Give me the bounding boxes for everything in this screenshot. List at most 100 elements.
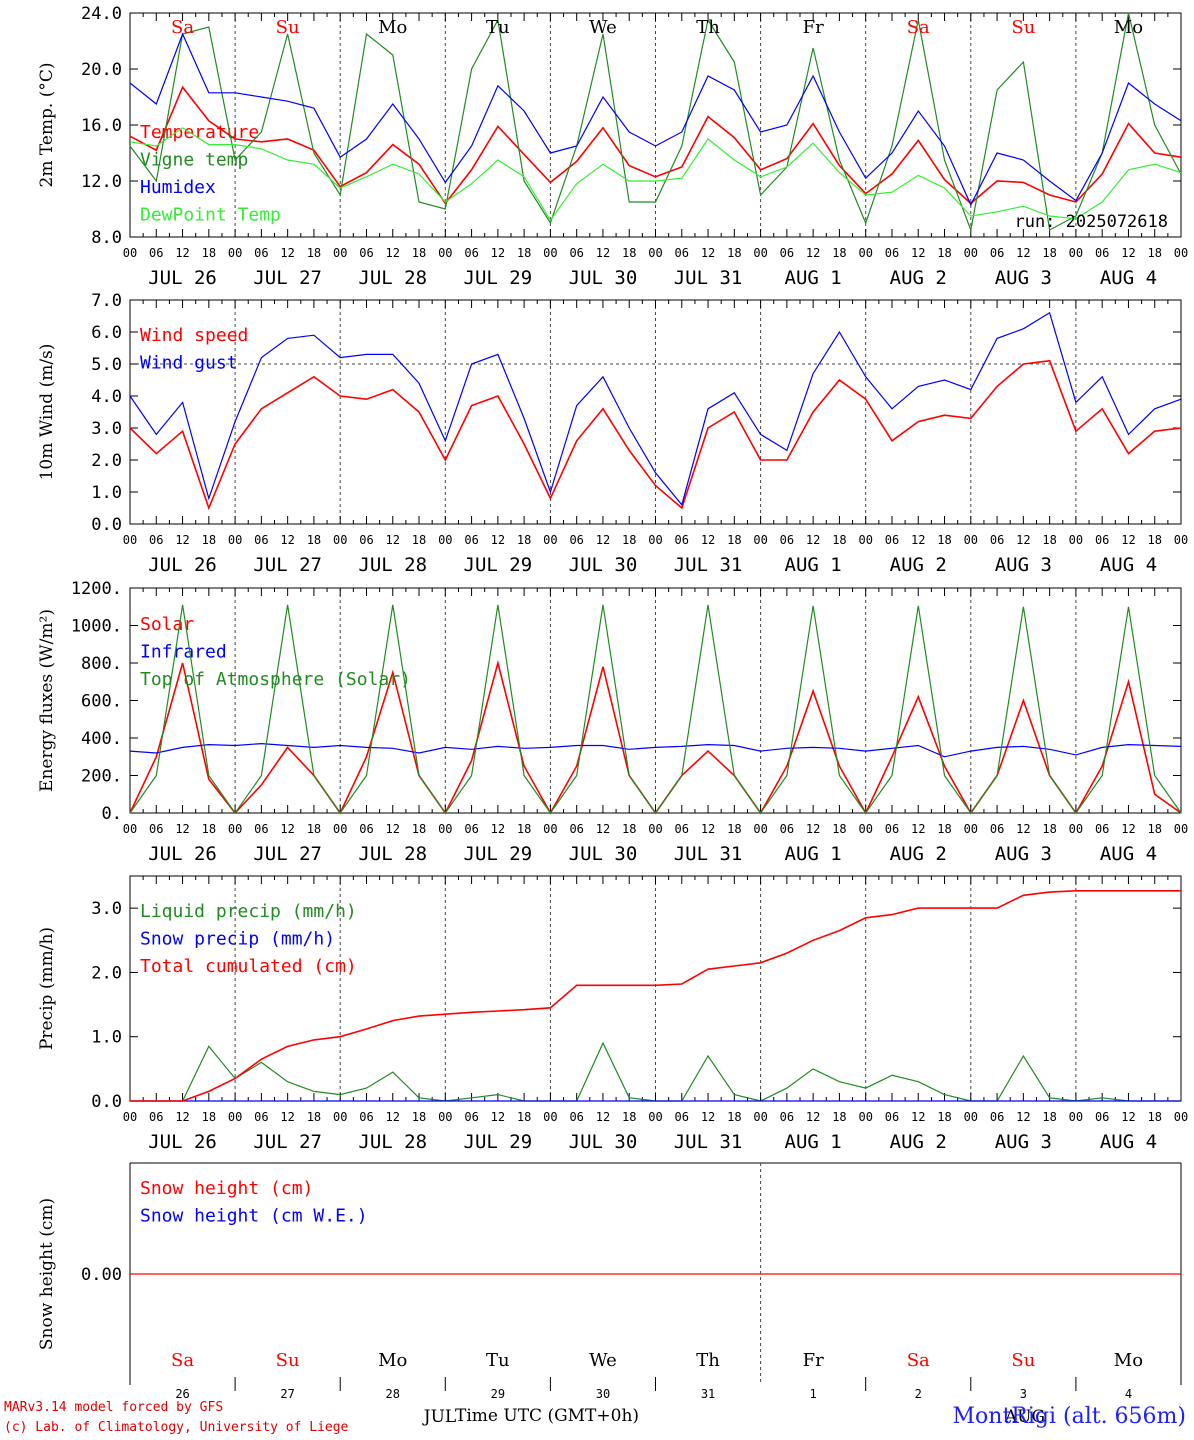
hour-label: 00 [753,246,767,260]
hour-label: 00 [858,822,872,836]
date-label: JUL 26 [148,843,217,865]
y-tick-label: 200. [81,767,122,787]
hour-label: 00 [1069,1110,1083,1124]
snow-y-axis-title: Snow height (cm) [37,1198,57,1350]
hour-label: 00 [648,822,662,836]
hour-label: 12 [491,822,505,836]
date-label: JUL 28 [358,554,427,576]
wind-series-1 [129,311,1182,507]
hour-label: 12 [701,822,715,836]
hour-label: 12 [911,1110,925,1124]
weekday-label-top: Sa [171,17,194,38]
hour-label: 00 [964,822,978,836]
hour-label: 12 [1016,533,1030,547]
date-label: AUG 4 [1100,267,1157,289]
day-number-label: 27 [280,1387,294,1401]
hour-label: 18 [622,246,636,260]
wind-series-0 [129,359,1182,511]
weekday-label-top: Fr [803,17,824,38]
date-label: JUL 31 [674,843,743,865]
hour-label: 18 [1147,246,1161,260]
day-number-label: 3 [1020,1387,1027,1401]
hour-label: 06 [780,1110,794,1124]
temperature-legend-3: DewPoint Temp [140,205,281,226]
hour-label: 06 [885,533,899,547]
hour-label: 06 [675,533,689,547]
precip-y-axis-title: Precip (mm/h) [37,927,57,1050]
hour-label: 06 [780,822,794,836]
y-tick-label: 1.0 [91,483,122,503]
hour-label: 18 [622,1110,636,1124]
hour-label: 00 [123,533,137,547]
temperature-legend-0: Temperature [140,122,259,143]
hour-label: 06 [359,533,373,547]
hour-label: 00 [333,533,347,547]
hour-label: 12 [596,1110,610,1124]
weekday-label-top: Mo [1114,17,1143,38]
hour-label: 06 [254,822,268,836]
hour-label: 00 [1174,246,1188,260]
hour-label: 12 [491,1110,505,1124]
date-label: JUL 29 [464,267,533,289]
hour-label: 18 [832,246,846,260]
hour-label: 18 [727,533,741,547]
hour-label: 06 [780,533,794,547]
weekday-label-bottom: Tu [486,1350,510,1371]
hour-label: 06 [675,822,689,836]
date-label: JUL 31 [674,554,743,576]
hour-label: 00 [1174,533,1188,547]
date-label: JUL 27 [253,554,322,576]
hour-label: 18 [937,822,951,836]
hour-label: 00 [123,822,137,836]
hour-label: 18 [412,822,426,836]
hour-label: 12 [806,533,820,547]
hour-label: 12 [175,1110,189,1124]
precip-legend-1: Snow precip (mm/h) [140,929,335,950]
hour-label: 06 [569,1110,583,1124]
wind-legend-1: Wind gust [140,353,238,374]
hour-label: 18 [202,1110,216,1124]
hour-label: 06 [149,822,163,836]
hour-label: 18 [832,533,846,547]
date-label: AUG 2 [890,843,947,865]
precip-legend-2: Total cumulated (cm) [140,956,357,977]
hour-label: 06 [254,533,268,547]
y-tick-label: 0.0 [91,515,122,535]
day-number-label: 30 [596,1387,610,1401]
hour-label: 12 [806,1110,820,1124]
hour-label: 18 [517,822,531,836]
hour-label: 18 [1042,1110,1056,1124]
hour-label: 00 [543,246,557,260]
day-number-label: 28 [386,1387,400,1401]
hour-label: 12 [911,533,925,547]
date-label: AUG 3 [995,554,1052,576]
date-label: JUL 31 [674,267,743,289]
hour-label: 06 [675,246,689,260]
hour-label: 06 [569,822,583,836]
hour-label: 06 [1095,822,1109,836]
date-label: AUG 2 [890,267,947,289]
hour-label: 00 [228,822,242,836]
hour-label: 06 [990,1110,1004,1124]
y-tick-label: 1.0 [91,1028,122,1048]
y-tick-label: 24.0 [81,4,122,24]
energy-series-1 [129,742,1182,758]
hour-label: 18 [202,822,216,836]
date-label: JUL 31 [674,1131,743,1153]
date-label: JUL 28 [358,1131,427,1153]
hour-label: 18 [307,1110,321,1124]
hour-label: 00 [123,1110,137,1124]
y-tick-label: 2.0 [91,451,122,471]
date-label: AUG 4 [1100,554,1157,576]
weekday-label-bottom: Sa [171,1350,194,1371]
precip-series-2 [130,889,1181,1102]
date-label: AUG 2 [890,1131,947,1153]
date-label: JUL 30 [569,267,638,289]
hour-label: 06 [359,822,373,836]
hour-label: 12 [280,246,294,260]
date-label: AUG 4 [1100,1131,1157,1153]
hour-label: 12 [386,822,400,836]
date-label: JUL 30 [569,1131,638,1153]
hour-label: 18 [832,1110,846,1124]
weekday-label-bottom: Su [1011,1350,1035,1371]
